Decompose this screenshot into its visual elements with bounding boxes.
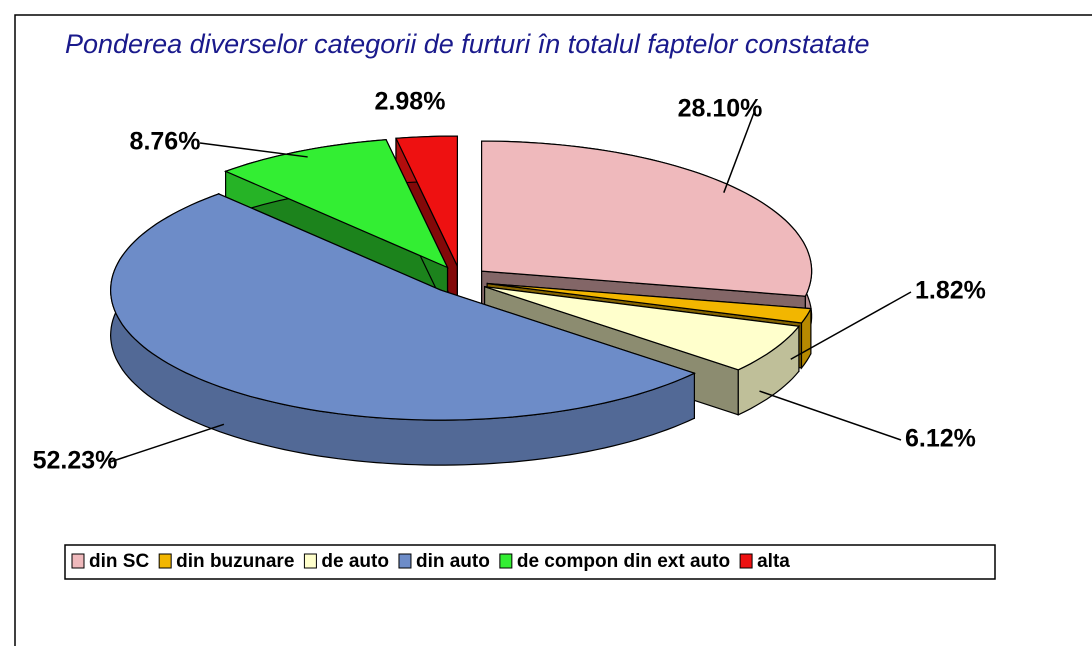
- legend-swatch: [304, 554, 316, 568]
- legend-label: din buzunare: [176, 551, 294, 572]
- legend-label: din auto: [416, 551, 490, 572]
- data-label: 1.82%: [915, 277, 986, 305]
- data-label: 6.12%: [905, 425, 976, 453]
- legend-label: de compon din ext auto: [517, 551, 730, 572]
- data-label: 52.23%: [33, 447, 118, 475]
- data-label: 2.98%: [375, 88, 446, 116]
- legend-label: de auto: [321, 551, 389, 572]
- legend-label: alta: [757, 551, 790, 572]
- legend-swatch: [500, 554, 512, 568]
- data-label: 8.76%: [130, 128, 201, 156]
- legend-swatch: [159, 554, 171, 568]
- chart: Ponderea diverselor categorii de furturi…: [0, 0, 1092, 646]
- legend-swatch: [72, 554, 84, 568]
- chart-title: Ponderea diverselor categorii de furturi…: [65, 29, 869, 59]
- legend-swatch: [399, 554, 411, 568]
- data-label: 28.10%: [678, 95, 763, 123]
- legend-label: din SC: [89, 551, 149, 572]
- legend-swatch: [740, 554, 752, 568]
